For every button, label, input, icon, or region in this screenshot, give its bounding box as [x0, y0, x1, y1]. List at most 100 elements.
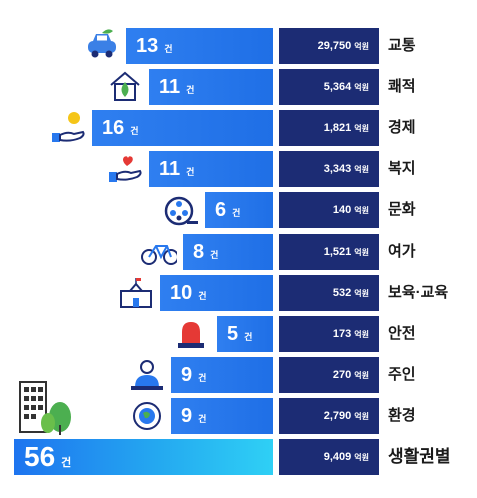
bicycle-icon [141, 245, 177, 265]
budget-box: 1,821 억원 [279, 110, 379, 146]
chart-row: 6 건 140 억원 문화 [0, 192, 477, 228]
budget-unit: 억원 [354, 42, 369, 51]
budget-value: 1,821 [323, 122, 352, 134]
count-bar [205, 192, 273, 228]
car-icon [88, 29, 116, 58]
category-label: 여가 [388, 243, 416, 260]
category-label: 환경 [388, 407, 416, 424]
category-label: 생활권별 [388, 447, 451, 466]
recycle-earth-icon [133, 402, 161, 430]
budget-amount: 29,750 억원 [318, 28, 369, 65]
category-label: 교통 [388, 37, 416, 54]
count-bar [183, 234, 273, 270]
budget-value: 173 [332, 328, 352, 340]
category-label: 보육·교육 [388, 284, 449, 301]
count-bar [126, 28, 273, 64]
budget-amount: 1,821 억원 [324, 110, 369, 147]
budget-value: 9,409 [323, 451, 352, 463]
chart-row: 11 건 3,343 억원 복지 [0, 151, 477, 187]
count-unit: 건 [130, 126, 139, 136]
count-value: 16 [102, 117, 125, 139]
budget-unit: 억원 [354, 165, 369, 174]
count-unit: 건 [232, 208, 241, 218]
count-bar [92, 110, 273, 146]
budget-value: 5,364 [323, 81, 352, 93]
budget-unit: 억원 [354, 248, 369, 257]
chart-row: 56 건 9,409 억원 생활권별 [0, 381, 477, 476]
count-label: 16 건 [102, 110, 139, 146]
budget-amount: 9,409 억원 [324, 439, 369, 476]
budget-amount: 1,521 억원 [324, 234, 369, 271]
budget-unit: 억원 [354, 371, 369, 380]
chart-row: 5 건 173 억원 안전 [0, 316, 477, 352]
school-icon [120, 278, 152, 308]
count-bar [149, 69, 273, 105]
budget-amount: 5,364 억원 [324, 69, 369, 106]
category-label: 안전 [388, 325, 416, 342]
budget-box: 1,521 억원 [279, 234, 379, 270]
count-value: 9 [181, 405, 193, 427]
budget-amount: 270 억원 [333, 357, 369, 394]
budget-amount: 3,343 억원 [324, 151, 369, 188]
count-bar [217, 316, 273, 352]
chart-row: 8 건 1,521 억원 여가 [0, 234, 477, 270]
count-value: 5 [227, 323, 239, 345]
budget-value: 270 [332, 369, 352, 381]
count-bar [171, 357, 273, 393]
count-bar [149, 151, 273, 187]
count-value: 56 [24, 441, 56, 472]
count-unit: 건 [164, 44, 173, 54]
budget-box: 5,364 억원 [279, 69, 379, 105]
count-value: 9 [181, 364, 193, 386]
count-unit: 건 [198, 414, 207, 424]
count-label: 11 건 [159, 151, 194, 187]
budget-box: 3,343 억원 [279, 151, 379, 187]
count-value: 11 [159, 158, 181, 180]
budget-unit: 억원 [354, 330, 369, 339]
budget-value: 3,343 [323, 163, 352, 175]
coin-hand-icon [52, 112, 85, 142]
count-unit: 건 [61, 457, 72, 469]
budget-box: 29,750 억원 [279, 28, 379, 64]
count-unit: 건 [210, 250, 219, 260]
category-label: 문화 [388, 201, 416, 218]
category-label: 쾌적 [388, 78, 416, 95]
count-unit: 건 [198, 291, 207, 301]
budget-box: 270 억원 [279, 357, 379, 393]
budget-unit: 억원 [354, 124, 369, 133]
chart-row: 16 건 1,821 억원 경제 [0, 110, 477, 146]
chart-row: 9 건 270 억원 주인 [0, 357, 477, 393]
siren-icon [178, 322, 204, 348]
budget-amount: 2,790 억원 [324, 398, 369, 435]
budget-amount: 140 억원 [333, 192, 369, 229]
budget-value: 532 [332, 287, 352, 299]
chart-row: 10 건 532 억원 보육·교육 [0, 275, 477, 311]
count-value: 11 [159, 76, 181, 98]
budget-box: 173 억원 [279, 316, 379, 352]
count-unit: 건 [186, 167, 195, 177]
chart-row: 13 건 29,750 억원 교통 [0, 28, 477, 64]
budget-unit: 억원 [354, 83, 369, 92]
count-unit: 건 [244, 332, 253, 342]
budget-amount: 173 억원 [333, 316, 369, 353]
count-value: 10 [170, 282, 193, 304]
budget-unit: 억원 [354, 412, 369, 421]
count-label: 11 건 [159, 69, 194, 105]
film-reel-icon [164, 196, 198, 226]
count-unit: 건 [186, 85, 195, 95]
budget-value: 2,790 [323, 410, 352, 422]
count-bar [160, 275, 273, 311]
budget-box: 2,790 억원 [279, 398, 379, 434]
budget-box: 140 억원 [279, 192, 379, 228]
total-bar [14, 439, 273, 475]
count-bar [171, 398, 273, 434]
count-value: 8 [193, 241, 205, 263]
count-value: 13 [136, 35, 159, 57]
count-label: 13 건 [136, 28, 173, 64]
count-unit: 건 [198, 373, 207, 383]
person-icon [131, 360, 163, 390]
